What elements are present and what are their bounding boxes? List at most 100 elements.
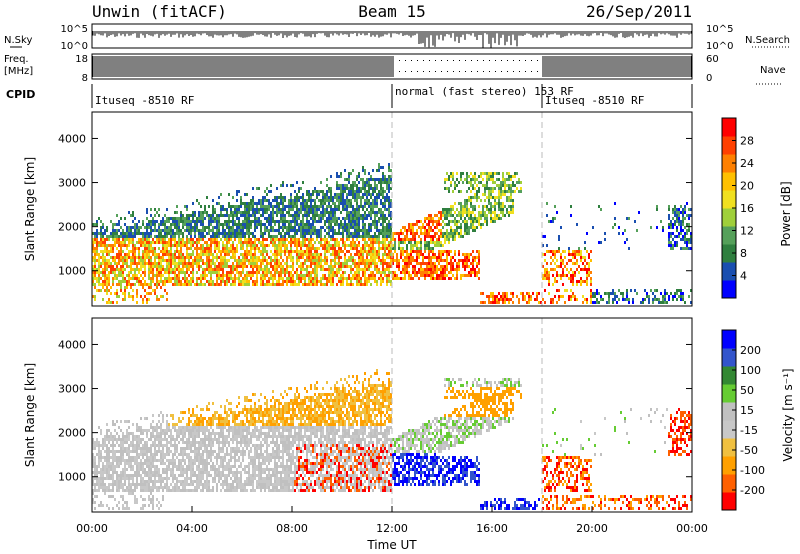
power-cell xyxy=(318,235,320,238)
power-cell xyxy=(254,256,256,259)
power-cell xyxy=(148,259,150,262)
power-cell xyxy=(294,223,296,226)
power-cell xyxy=(260,241,262,244)
power-cell xyxy=(174,274,176,277)
power-cell xyxy=(302,244,304,247)
power-cell xyxy=(342,226,344,229)
power-cell xyxy=(318,280,320,283)
power-cell xyxy=(338,175,340,178)
power-cell xyxy=(240,232,242,235)
power-cell xyxy=(478,250,480,253)
power-cell xyxy=(248,205,250,208)
power-cell xyxy=(112,280,114,283)
power-cell xyxy=(212,280,214,283)
power-cell xyxy=(208,244,210,247)
power-cell xyxy=(436,256,438,259)
power-cell xyxy=(344,217,346,220)
power-cell xyxy=(342,229,344,232)
power-cell xyxy=(346,259,348,262)
power-cell xyxy=(460,190,462,193)
power-cell xyxy=(332,232,334,235)
power-cell xyxy=(388,280,390,283)
power-cell xyxy=(212,259,214,262)
power-cell xyxy=(364,190,366,193)
power-cell xyxy=(268,199,270,202)
power-cell xyxy=(288,223,290,226)
power-cell xyxy=(172,253,174,256)
power-cell xyxy=(354,277,356,280)
power-cell xyxy=(328,202,330,205)
power-cell xyxy=(238,232,240,235)
power-cell xyxy=(204,283,206,286)
power-cell xyxy=(346,193,348,196)
power-cell xyxy=(292,205,294,208)
power-cell xyxy=(120,256,122,259)
power-cell xyxy=(324,214,326,217)
power-cell xyxy=(326,199,328,202)
power-cell xyxy=(306,256,308,259)
power-cell xyxy=(312,268,314,271)
power-cell xyxy=(376,241,378,244)
power-cell xyxy=(550,220,552,223)
power-cell xyxy=(134,253,136,256)
power-cell xyxy=(362,223,364,226)
power-cell xyxy=(182,241,184,244)
power-cell xyxy=(254,241,256,244)
power-cell xyxy=(166,262,168,265)
power-cell xyxy=(314,205,316,208)
power-cell xyxy=(342,223,344,226)
power-cell xyxy=(476,217,478,220)
power-cell xyxy=(302,196,304,199)
power-cell xyxy=(202,250,204,253)
power-cell xyxy=(136,301,138,304)
power-cell xyxy=(526,292,528,295)
power-cell xyxy=(328,235,330,238)
power-cell xyxy=(146,223,148,226)
power-cell xyxy=(290,199,292,202)
power-cell xyxy=(298,274,300,277)
power-cell xyxy=(288,265,290,268)
power-cell xyxy=(306,220,308,223)
power-cell xyxy=(334,247,336,250)
power-cell xyxy=(270,202,272,205)
power-cell xyxy=(430,229,432,232)
power-cell xyxy=(186,229,188,232)
power-cell xyxy=(92,283,94,286)
power-cell xyxy=(408,253,410,256)
power-cell xyxy=(210,247,212,250)
power-cell xyxy=(452,274,454,277)
power-cell xyxy=(404,274,406,277)
power-cell xyxy=(466,190,468,193)
power-cell xyxy=(158,229,160,232)
power-cell xyxy=(208,220,210,223)
power-cell xyxy=(142,259,144,262)
power-cell xyxy=(266,250,268,253)
power-cell xyxy=(514,172,516,175)
power-cell xyxy=(186,283,188,286)
power-cell xyxy=(204,274,206,277)
power-cell xyxy=(206,211,208,214)
power-cell xyxy=(406,256,408,259)
power-cell xyxy=(190,256,192,259)
power-cell xyxy=(122,265,124,268)
power-cell xyxy=(230,205,232,208)
power-cell xyxy=(470,262,472,265)
power-cell xyxy=(106,238,108,241)
power-cell xyxy=(458,190,460,193)
power-cell xyxy=(546,262,548,265)
power-cell xyxy=(424,277,426,280)
power-cell xyxy=(348,181,350,184)
power-cell xyxy=(320,181,322,184)
power-cell xyxy=(392,271,394,274)
power-cell xyxy=(254,223,256,226)
power-cell xyxy=(164,244,166,247)
power-cell xyxy=(190,280,192,283)
power-cell xyxy=(190,235,192,238)
power-cell xyxy=(170,271,172,274)
power-cell xyxy=(508,172,510,175)
power-cell xyxy=(344,259,346,262)
power-cell xyxy=(268,280,270,283)
power-cell xyxy=(414,223,416,226)
power-cell xyxy=(232,223,234,226)
power-cell xyxy=(404,265,406,268)
